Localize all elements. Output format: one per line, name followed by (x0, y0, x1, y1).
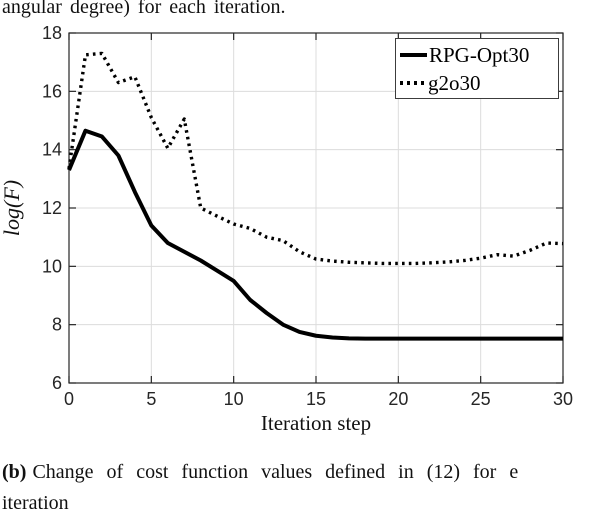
caption-prefix: (b) (2, 461, 27, 483)
chart-svg: 0 5 10 15 20 25 30 6 8 10 12 14 16 18 Iteration step lo… (0, 23, 573, 435)
y-axis-label: log(F) (0, 180, 24, 236)
page: { "top_text": "angular degree) for each … (0, 0, 574, 514)
x-tick-label: 10 (224, 389, 244, 409)
y-tick-label: 6 (52, 373, 62, 393)
x-tick-label: 5 (146, 389, 156, 409)
y-tick-label: 18 (42, 23, 62, 43)
x-tick-label: 0 (64, 389, 74, 409)
y-tick-label: 16 (42, 81, 62, 101)
caption-text: Change of cost function values defined i… (32, 461, 519, 483)
y-tick-label: 12 (42, 198, 62, 218)
page-body-text: angular degree) for each iteration. (2, 0, 286, 18)
dotted-line-sample-icon (400, 81, 425, 85)
x-axis-label: Iteration step (261, 411, 371, 435)
legend: RPG-Opt30 g2o30 (395, 38, 559, 99)
y-tick-label: 8 (52, 315, 62, 335)
y-tick-label: 14 (42, 140, 62, 160)
y-tick-label: 10 (42, 256, 62, 276)
series-line-RPG-Opt30 (67, 128, 563, 341)
legend-label-g2o: g2o30 (428, 70, 481, 95)
x-tick-label: 20 (388, 389, 408, 409)
series-line-g2o30 (67, 51, 564, 266)
legend-row-rpg: RPG-Opt30 (400, 41, 555, 69)
x-tick-label: 25 (471, 389, 491, 409)
solid-line-sample-icon (400, 52, 427, 58)
legend-label-rpg: RPG-Opt30 (429, 42, 530, 67)
x-tick-label: 30 (553, 389, 573, 409)
legend-row-g2o: g2o30 (400, 69, 555, 97)
figure-caption: (b) Change of cost function values define… (2, 457, 604, 519)
x-tick-label: 15 (306, 389, 326, 409)
caption-line2: iteration (2, 492, 69, 514)
